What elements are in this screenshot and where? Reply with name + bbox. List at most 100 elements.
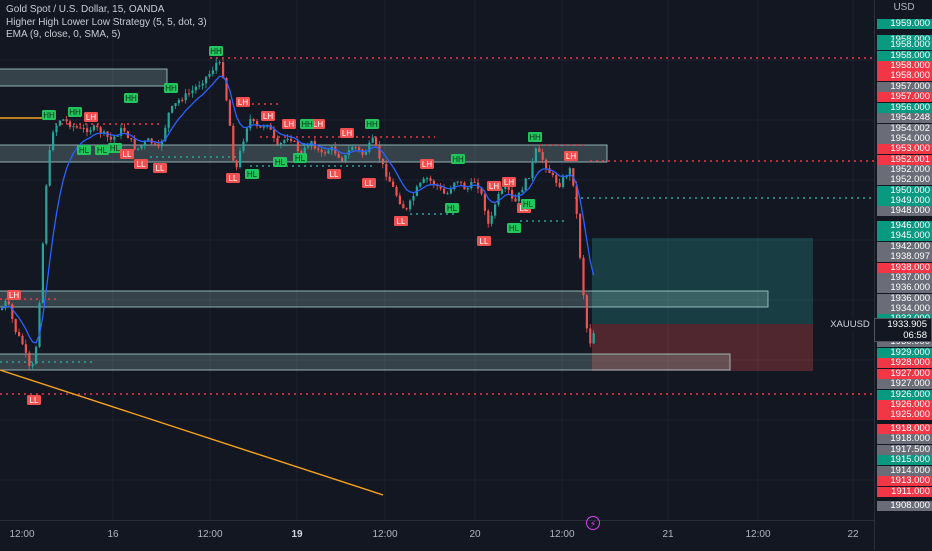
candle — [82, 128, 85, 130]
ema-line — [1, 75, 595, 344]
pivot-marker-label: LL — [123, 150, 132, 159]
candle — [466, 188, 469, 190]
candle — [35, 346, 38, 364]
candle — [511, 189, 514, 199]
pivot-marker: LL — [226, 173, 240, 183]
candle — [75, 126, 78, 128]
price-label: 1911.000 — [877, 487, 932, 497]
pivot-marker: HH — [68, 107, 82, 117]
candle — [381, 158, 384, 165]
candle — [269, 124, 272, 130]
zone-box[interactable] — [0, 68, 168, 87]
candle — [72, 126, 75, 128]
price-label: 1938.000 — [877, 263, 932, 273]
candle — [140, 145, 143, 149]
candle — [545, 159, 548, 169]
last-price-label: 1933.905 06:58 — [874, 318, 932, 342]
candle — [232, 125, 235, 161]
candle — [21, 335, 24, 345]
candle — [453, 182, 456, 190]
candle — [286, 138, 289, 141]
pivot-marker-label: HH — [125, 94, 137, 103]
candle — [412, 195, 415, 201]
candle — [218, 62, 221, 64]
candle — [585, 295, 588, 329]
pivot-marker-label: LL — [137, 160, 146, 169]
candle — [96, 125, 99, 128]
candle — [521, 189, 524, 193]
price-label: 1915.000 — [877, 455, 932, 465]
candle — [531, 161, 534, 178]
price-label: 1957.000 — [877, 82, 932, 92]
price-label: 1954.002 — [877, 124, 932, 134]
pivot-marker: LL — [362, 178, 376, 188]
candle — [354, 146, 357, 148]
candle — [256, 121, 259, 127]
ema-indicator-label[interactable]: EMA (9, close, 0, SMA, 5) — [6, 29, 121, 40]
pivot-marker-box — [120, 149, 134, 159]
pivot-marker-box — [95, 145, 109, 155]
pivot-marker: LH — [502, 177, 516, 187]
candle — [344, 154, 347, 162]
candle — [147, 138, 150, 142]
zone-box[interactable] — [0, 353, 731, 371]
price-label: 1929.000 — [877, 348, 932, 358]
pivot-marker: LL — [477, 236, 491, 246]
candle — [551, 172, 554, 176]
candlestick-series — [1, 58, 595, 371]
price-label: 1957.000 — [877, 92, 932, 102]
lightning-icon[interactable]: ⚡ — [586, 516, 600, 530]
pivot-marker: LL — [153, 163, 167, 173]
pivot-marker-box — [164, 83, 178, 93]
candle — [392, 181, 395, 187]
take-profit-zone[interactable] — [592, 238, 813, 324]
time-axis[interactable]: 12:00 16 12:00 19 12:00 20 12:00 21 12:00 22 — [0, 520, 874, 551]
pivot-marker-box — [528, 132, 542, 142]
candle — [568, 168, 571, 177]
candle — [18, 332, 21, 336]
pivot-marker-box — [340, 128, 354, 138]
candle — [541, 152, 544, 160]
price-label: 1927.000 — [877, 369, 932, 379]
stop-loss-zone[interactable] — [592, 324, 813, 371]
pivot-marker: HL — [95, 145, 109, 155]
pivot-marker-label: LH — [9, 291, 19, 300]
pivot-marker-label: HL — [97, 146, 108, 155]
pivot-marker-box — [564, 151, 578, 161]
candle — [171, 105, 174, 113]
pivot-marker-label: HH — [452, 155, 464, 164]
candle — [368, 142, 371, 152]
candle — [378, 145, 381, 159]
pivot-level-lines — [0, 57, 874, 395]
price-axis[interactable]: USD 1959.000 1958.000 1958.000 1958.000 1958… — [874, 0, 932, 550]
zone-box[interactable] — [0, 290, 769, 308]
price-label: 1937.000 — [877, 273, 932, 283]
candle — [24, 344, 27, 353]
currency-label[interactable]: USD — [893, 2, 915, 13]
candle — [582, 257, 585, 296]
price-label: 1952.001 — [877, 155, 932, 165]
candle — [167, 112, 170, 128]
trend-line[interactable] — [0, 369, 384, 496]
candle — [487, 210, 490, 224]
candle — [28, 352, 31, 366]
candle — [480, 188, 483, 194]
candle — [327, 150, 330, 154]
pivot-marker: LH — [282, 119, 296, 129]
price-label: 1959.000 — [877, 19, 932, 29]
symbol-title[interactable]: Gold Spot / U.S. Dollar, 15, OANDA — [6, 4, 165, 15]
candle — [443, 188, 446, 194]
strategy-indicator-label[interactable]: Higher High Lower Low Strategy (5, 5, do… — [6, 16, 207, 28]
candle — [307, 146, 310, 148]
bar-countdown: 06:58 — [903, 330, 927, 341]
pivot-marker-label: LH — [263, 112, 273, 121]
pivot-marker-label: HH — [210, 47, 222, 56]
candle — [371, 137, 374, 143]
candle — [215, 62, 218, 71]
pivot-marker-label: HL — [275, 158, 286, 167]
price-label: 1926.000 — [877, 390, 932, 400]
time-label: 21 — [662, 529, 674, 540]
pivot-marker-label: HL — [247, 170, 258, 179]
price-label: 1958.000 — [877, 61, 932, 71]
